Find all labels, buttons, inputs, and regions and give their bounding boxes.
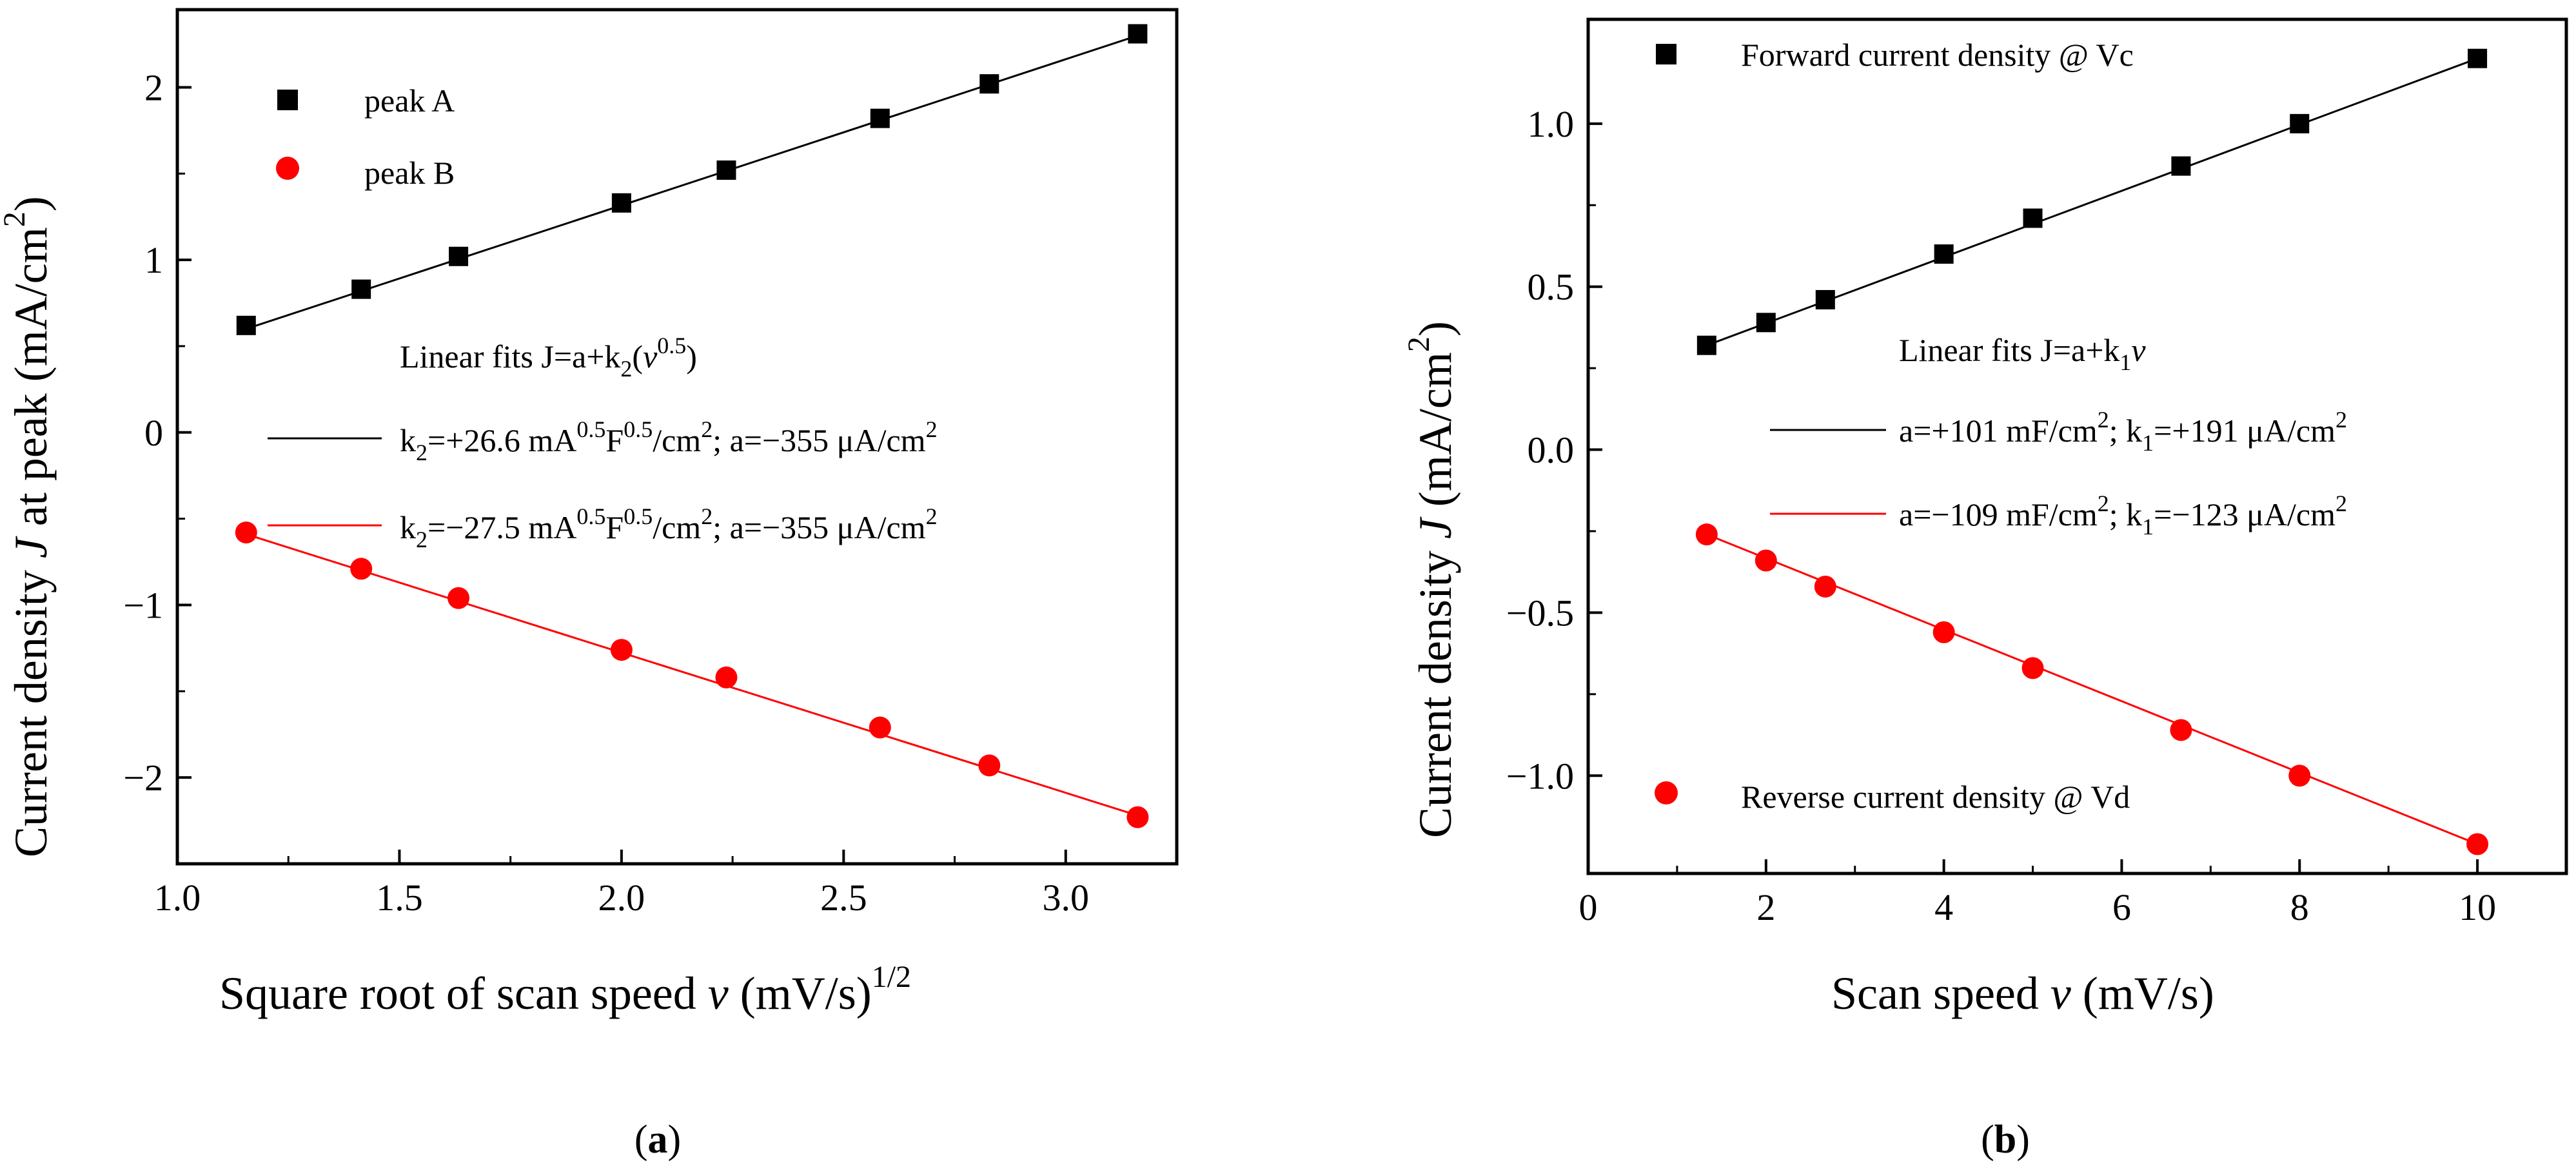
data-point-square: [2290, 113, 2310, 133]
data-point-square: [2023, 208, 2043, 228]
panel-a-data-points: [235, 24, 1149, 828]
data-point-circle: [447, 587, 470, 609]
data-point-circle: [1755, 549, 1777, 572]
data-point-circle: [1814, 575, 1836, 598]
data-point-square: [1696, 335, 1716, 355]
y-tick-label: 0.0: [1528, 429, 1575, 471]
panel-b: 0 2 4 6 8 10 −1.0 −0.5 0.0 0.5 1.0 Forward curren…: [1402, 17, 2568, 1162]
data-point-square: [1934, 244, 1954, 264]
x-tick-label: 10: [2459, 886, 2496, 928]
panel-a-y-axis-label: Current density J at peak (mA/cm2): [0, 196, 57, 857]
y-tick-label: 0.5: [1528, 266, 1575, 308]
panel-b-fits-title: Linear fits J=a+k1v: [1899, 332, 2146, 375]
legend-label-forward: Forward current density @ Vc: [1741, 37, 2134, 73]
panel-b-caption: (b): [1981, 1118, 2030, 1162]
data-point-square: [979, 74, 999, 94]
y-tick-label: −1.0: [1506, 755, 1574, 797]
data-point-square: [236, 315, 256, 335]
data-point-circle: [978, 754, 1001, 777]
panel-a-plot-frame: [175, 8, 1179, 866]
panel-a-x-axis-label: Square root of scan speed v (mV/s)1/2: [219, 960, 911, 1019]
data-point-circle: [2170, 719, 2192, 741]
panel-b-fit-label-red: a=−109 mF/cm2; k1=−123 μA/cm2: [1899, 491, 2347, 540]
data-point-square: [1128, 24, 1148, 44]
data-point-square: [611, 193, 631, 213]
fit-line-red: [246, 533, 1138, 817]
x-tick-label: 4: [1934, 886, 1953, 928]
x-tick-label: 2.5: [820, 877, 867, 919]
legend-marker-peak-b: [276, 157, 299, 180]
x-tick-label: 1.5: [376, 877, 423, 919]
legend-label-reverse: Reverse current density @ Vd: [1741, 779, 2130, 815]
data-point-circle: [1695, 523, 1718, 546]
panel-b-x-ticks: 0 2 4 6 8 10: [1579, 859, 2496, 928]
panel-b-plot-frame: [1586, 17, 2568, 875]
data-point-square: [1815, 289, 1835, 309]
data-point-circle: [350, 558, 373, 580]
panel-b-x-axis-label: Scan speed v (mV/s): [1831, 968, 2214, 1019]
data-point-square: [1756, 313, 1776, 333]
y-tick-label: −0.5: [1506, 592, 1574, 634]
x-tick-label: 3.0: [1043, 877, 1090, 919]
panel-a-caption: (a): [634, 1118, 681, 1162]
x-tick-label: 0: [1579, 886, 1598, 928]
y-tick-label: −2: [123, 757, 163, 799]
y-tick-label: −1: [123, 584, 163, 626]
data-point-circle: [2288, 765, 2311, 787]
x-tick-label: 6: [2112, 886, 2131, 928]
data-point-circle: [715, 666, 738, 688]
panel-b-y-ticks: −1.0 −0.5 0.0 0.5 1.0: [1506, 103, 1602, 797]
data-point-square: [870, 108, 890, 128]
panel-b-fit-label-black: a=+101 mF/cm2; k1=+191 μA/cm2: [1899, 407, 2347, 456]
data-point-circle: [869, 716, 891, 739]
y-tick-label: 1.0: [1528, 103, 1575, 145]
fit-line-black: [1706, 57, 2478, 347]
data-point-circle: [2466, 833, 2489, 855]
panel-a-y-ticks: −2 −1 0 1 2: [123, 66, 192, 799]
panel-a: 1.0 1.5 2.0 2.5 3.0 −2 −1 0 1 2 peak A peak B Li…: [0, 8, 1179, 1162]
x-tick-label: 2.0: [598, 877, 645, 919]
panel-b-fit-lines: [1706, 57, 2478, 845]
panel-a-fit-label-black: k2=+26.6 mA0.5F0.5/cm2; a=−355 μA/cm2: [400, 416, 938, 465]
data-point-square: [2468, 48, 2488, 68]
legend-marker-peak-a: [277, 90, 298, 110]
data-point-square: [351, 279, 371, 299]
data-point-square: [449, 246, 469, 266]
data-point-circle: [2021, 657, 2044, 679]
panel-b-y-axis-label: Current density J (mA/cm2): [1402, 321, 1461, 838]
panel-a-fits-title: Linear fits J=a+k2(v0.5): [400, 333, 697, 382]
y-tick-label: 2: [144, 66, 163, 108]
legend-label-peak-a: peak A: [364, 83, 455, 119]
y-tick-label: 0: [144, 412, 163, 454]
data-point-circle: [1126, 806, 1149, 828]
data-point-circle: [610, 639, 633, 661]
panel-a-fit-label-red: k2=−27.5 mA0.5F0.5/cm2; a=−355 μA/cm2: [400, 503, 938, 552]
panel-b-data-points: [1695, 48, 2489, 855]
data-point-circle: [1932, 621, 1955, 643]
data-point-circle: [235, 522, 257, 544]
x-tick-label: 2: [1756, 886, 1775, 928]
legend-marker-forward: [1656, 44, 1676, 64]
legend-label-peak-b: peak B: [364, 155, 455, 191]
legend-marker-reverse: [1655, 781, 1678, 804]
x-tick-label: 1.0: [154, 877, 201, 919]
data-point-square: [2171, 156, 2191, 176]
panel-a-x-ticks: 1.0 1.5 2.0 2.5 3.0: [154, 850, 1089, 919]
data-point-square: [716, 160, 736, 180]
x-tick-label: 8: [2290, 886, 2309, 928]
y-tick-label: 1: [144, 239, 163, 281]
